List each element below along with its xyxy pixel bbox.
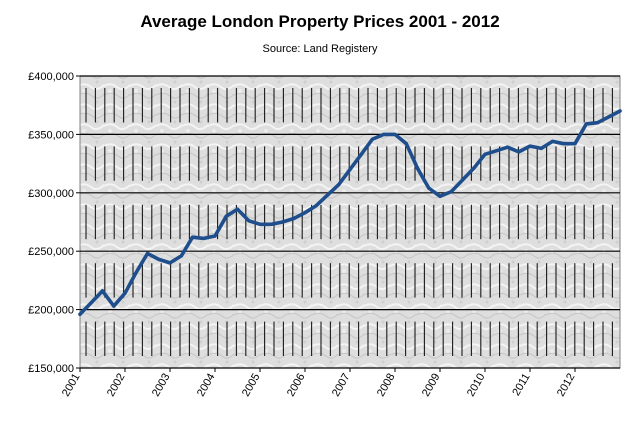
data-point [145, 251, 150, 256]
data-point [539, 146, 543, 150]
vertical-hatch-pattern [85, 88, 613, 356]
data-point [325, 193, 330, 197]
y-tick-label: £150,000 [28, 363, 74, 375]
data-point [168, 261, 172, 265]
y-tick-label: £350,000 [28, 129, 74, 141]
y-tick-label: £200,000 [28, 305, 74, 317]
y-tick-label: £400,000 [28, 71, 74, 83]
data-point [573, 142, 577, 146]
x-tick-label: 2009 [420, 372, 443, 399]
y-tick-label: £300,000 [28, 188, 74, 200]
data-point [258, 222, 262, 226]
data-point [359, 152, 363, 156]
x-tick-label: 2011 [510, 372, 532, 398]
data-point [157, 257, 161, 261]
x-tick-label: 2005 [240, 372, 263, 399]
chart-title: Average London Property Prices 2001 - 20… [140, 12, 499, 31]
data-point [595, 121, 600, 125]
data-point [292, 216, 296, 221]
data-point [213, 234, 217, 238]
x-tick-label: 2006 [285, 372, 308, 399]
y-tick-label: £250,000 [28, 246, 74, 258]
data-point [314, 204, 318, 208]
data-point [607, 115, 611, 119]
data-point [269, 222, 273, 226]
x-tick-label: 2003 [150, 372, 173, 399]
data-point [528, 144, 532, 148]
data-point [449, 190, 453, 194]
data-point [89, 301, 93, 305]
data-point [112, 304, 116, 308]
data-point [517, 150, 521, 154]
data-point [235, 207, 240, 211]
data-point [472, 166, 476, 170]
data-point [348, 167, 352, 171]
data-point [460, 178, 465, 182]
data-point [550, 139, 555, 143]
data-point [280, 220, 285, 224]
x-tick-label: 2001 [60, 372, 83, 399]
data-point [438, 194, 442, 198]
data-point [427, 186, 431, 190]
series-layer [78, 109, 622, 317]
x-tick-label: 2002 [105, 372, 128, 399]
data-point [202, 236, 206, 240]
x-tick-label: 2012 [555, 372, 578, 399]
data-point [382, 132, 386, 136]
x-tick-label: 2010 [465, 372, 488, 399]
data-point [179, 254, 183, 258]
data-point [134, 270, 138, 274]
data-point [303, 211, 307, 215]
data-point [370, 137, 375, 141]
data-point [562, 142, 566, 146]
chart-subtitle: Source: Land Registery [263, 43, 378, 55]
plot-area [79, 75, 621, 369]
x-tick-label: 2008 [375, 372, 398, 399]
data-point [337, 183, 341, 187]
data-point [404, 142, 408, 146]
data-point [78, 312, 82, 316]
data-point [224, 214, 228, 218]
data-point [123, 291, 127, 295]
data-point [190, 235, 195, 239]
data-point [494, 149, 498, 153]
x-tick-label: 2004 [195, 372, 218, 399]
data-point [584, 122, 588, 126]
data-point [415, 166, 420, 170]
y-axis-ticks: £150,000 £200,000 £250,000 £300,000 £350,000… [28, 71, 80, 375]
data-point [483, 152, 487, 156]
data-point [618, 109, 622, 113]
data-point [100, 289, 105, 293]
x-tick-label: 2007 [330, 372, 353, 399]
data-point [247, 219, 251, 223]
data-point [393, 132, 397, 136]
data-point [505, 145, 510, 149]
x-axis-ticks: 2001 2002 2003 2004 2005 2006 2007 2008 2009 2010… [60, 368, 578, 399]
